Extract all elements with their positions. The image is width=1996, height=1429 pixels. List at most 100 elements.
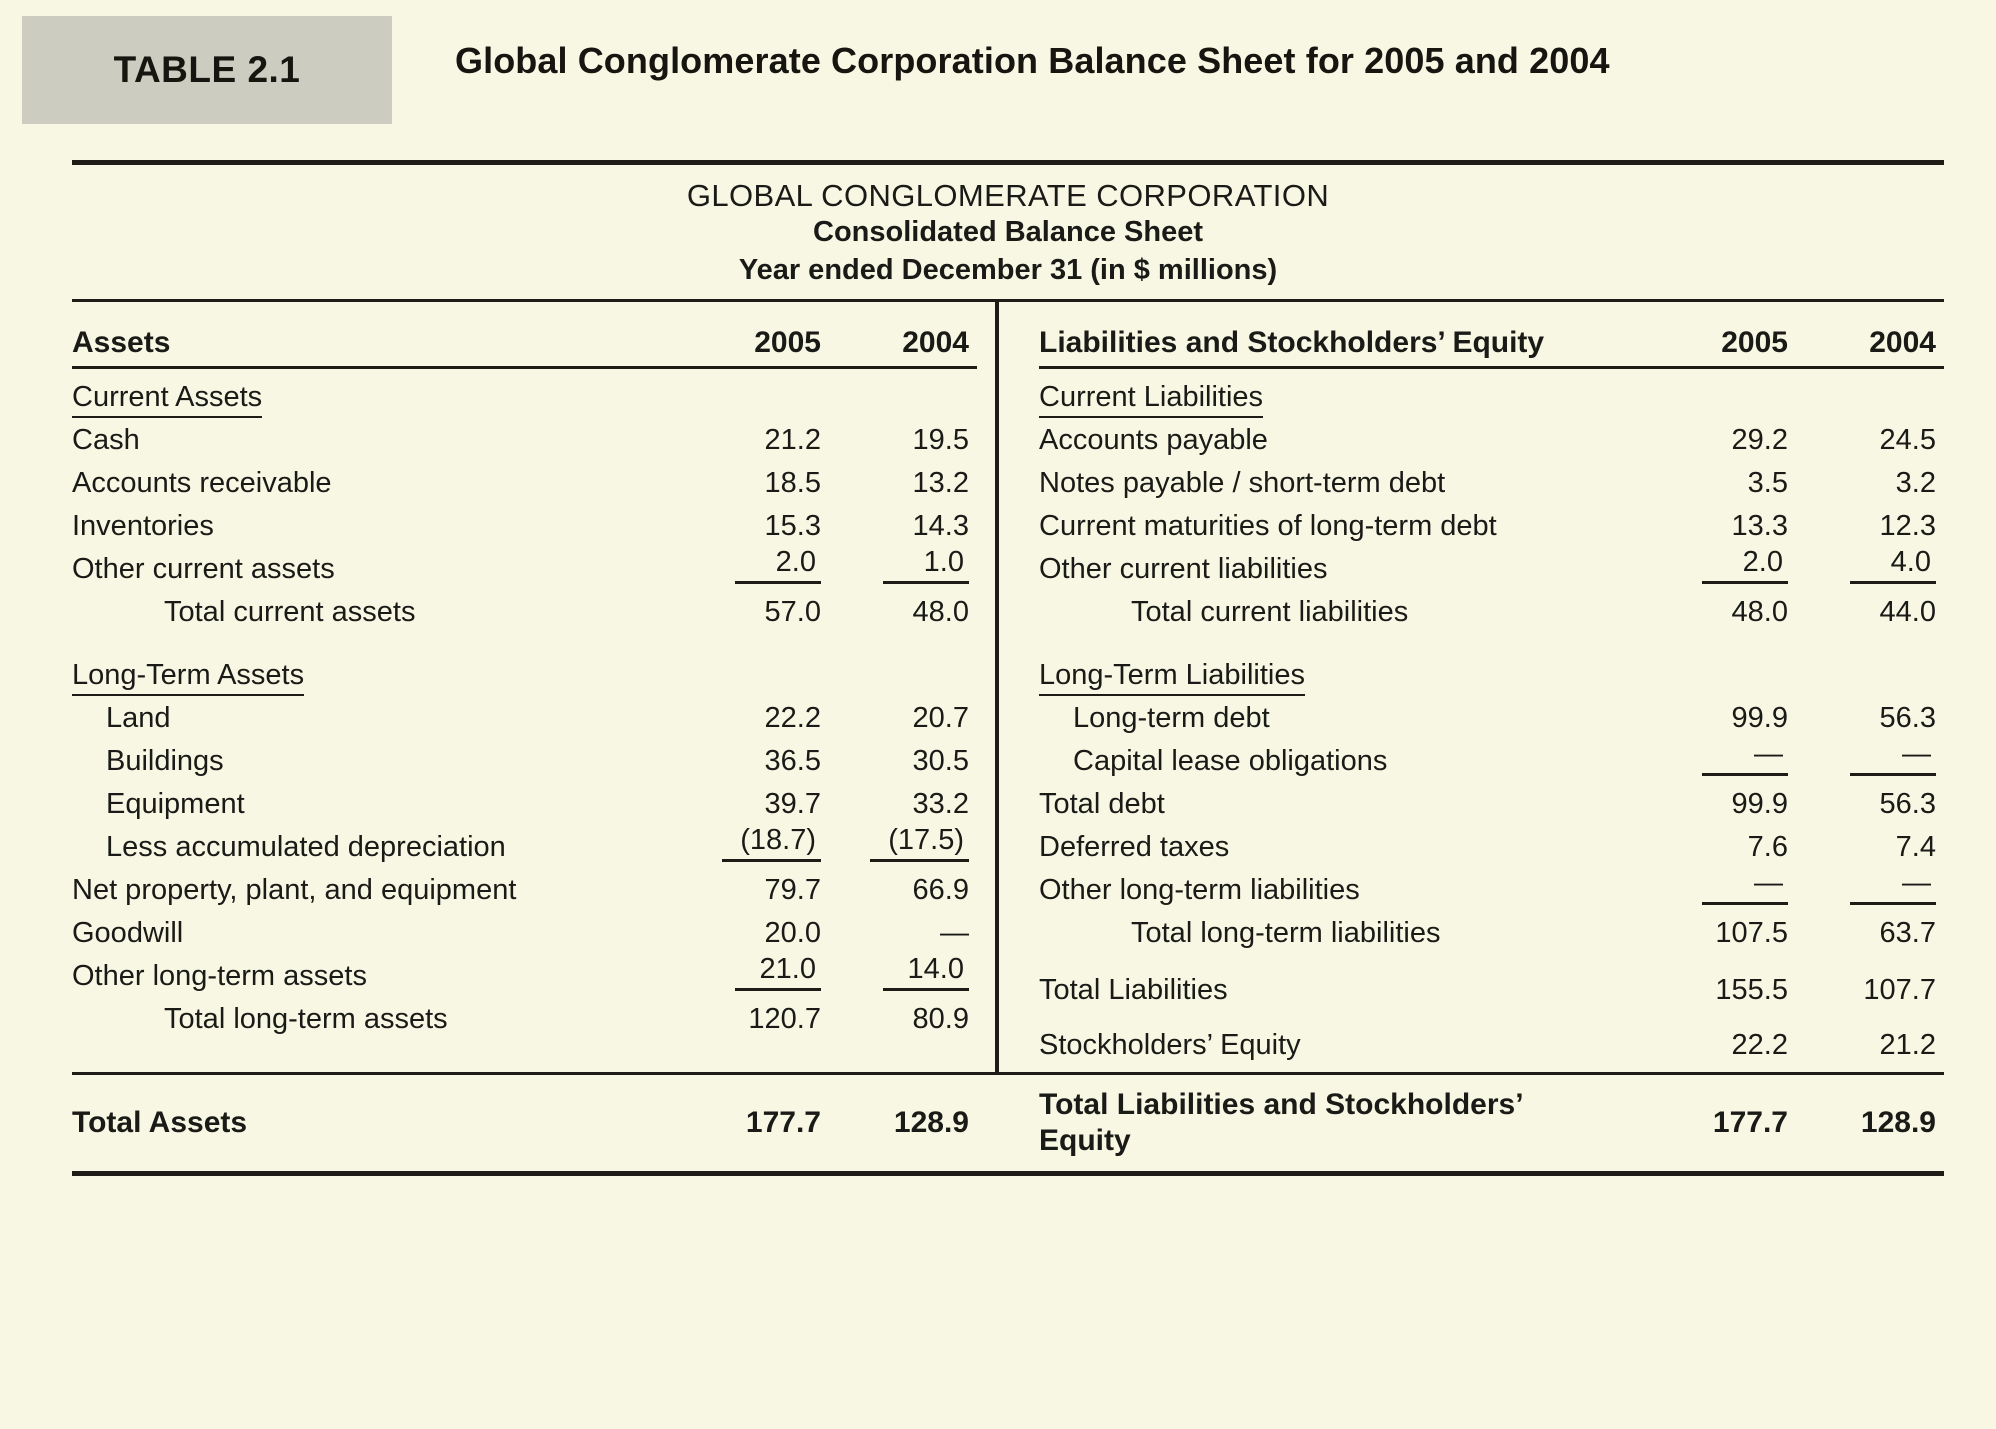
table-row: Other current assets 2.0 1.0 xyxy=(72,541,977,586)
statement-name: Consolidated Balance Sheet xyxy=(813,215,1203,248)
top-rule xyxy=(72,160,1944,165)
table-row: Total Assets 177.7 128.9 xyxy=(72,1075,977,1171)
table-row: Net property, plant, and equipment 79.7 … xyxy=(72,862,977,905)
column-divider xyxy=(995,302,999,1073)
sheet-title-block: GLOBAL CONGLOMERATE CORPORATION Consolid… xyxy=(72,165,1944,299)
liabilities-header-row: Liabilities and Stockholders’ Equity 200… xyxy=(1039,302,1944,366)
row-value-2005: 120.7 xyxy=(748,1003,821,1036)
row-label: Total current liabilities xyxy=(1131,596,1409,629)
row-value-2004: 56.3 xyxy=(1879,788,1936,821)
row-value-2004: — xyxy=(940,917,969,950)
total-assets-2004: 128.9 xyxy=(893,1106,969,1140)
row-label: Inventories xyxy=(72,510,214,543)
subtotal-row: Total long-term liabilities 107.5 63.7 xyxy=(1039,905,1944,948)
row-label: Other current assets xyxy=(72,553,335,586)
row-label: Notes payable / short-term debt xyxy=(1039,467,1446,500)
row-value-2005: 21.2 xyxy=(764,424,821,457)
liabilities-body-table: Current Liabilities Accounts payable 29.… xyxy=(1039,369,1944,1072)
liabilities-current-section-row: Current Liabilities xyxy=(1039,369,1944,419)
liabilities-year-2004: 2004 xyxy=(1869,326,1936,360)
row-value-2004: 44.0 xyxy=(1879,596,1936,629)
row-value-2004: — xyxy=(1850,740,1936,777)
total-assets-2005: 177.7 xyxy=(745,1106,821,1140)
table-row: Equipment 39.7 33.2 xyxy=(72,776,977,819)
row-value-2005: 155.5 xyxy=(1715,974,1788,1007)
bottom-rule xyxy=(72,1171,1944,1177)
row-label: Total debt xyxy=(1039,788,1165,821)
row-value-2004: 56.3 xyxy=(1879,702,1936,735)
row-value-2004: (17.5) xyxy=(870,826,969,863)
row-value-2005: — xyxy=(1702,869,1788,906)
table-row: Accounts receivable 18.5 13.2 xyxy=(72,455,977,498)
row-value-2005: 79.7 xyxy=(764,874,821,907)
row-value-2004: 21.2 xyxy=(1879,1029,1936,1062)
assets-current-section-row: Current Assets xyxy=(72,369,977,419)
row-value-2005: 13.3 xyxy=(1731,510,1788,543)
assets-body-table: Current Assets Cash 21.2 19.5 Accounts r… xyxy=(72,369,977,1046)
stockholders-equity-row: Stockholders’ Equity 22.2 21.2 xyxy=(1039,1005,1944,1060)
assets-header-underrule xyxy=(72,366,977,370)
table-row: Current maturities of long-term debt 13.… xyxy=(1039,498,1944,541)
row-value-2004: 33.2 xyxy=(912,788,969,821)
assets-year-2004: 2004 xyxy=(902,326,969,360)
row-label: Total long-term liabilities xyxy=(1131,917,1441,950)
row-label: Equipment xyxy=(106,788,245,821)
subtotal-row: Total current assets 57.0 48.0 xyxy=(72,584,977,627)
row-label: Goodwill xyxy=(72,917,184,950)
current-assets-heading: Current Assets xyxy=(72,381,263,419)
row-label: Deferred taxes xyxy=(1039,831,1230,864)
row-value-2005: 99.9 xyxy=(1731,702,1788,735)
row-value-2005: 2.0 xyxy=(1702,548,1788,585)
total-assets-label: Total Assets xyxy=(72,1106,248,1140)
row-label: Accounts payable xyxy=(1039,424,1268,457)
row-value-2004: 80.9 xyxy=(912,1003,969,1036)
total-liab-equity-2005: 177.7 xyxy=(1712,1106,1788,1140)
row-label: Land xyxy=(106,702,171,735)
row-value-2004: 107.7 xyxy=(1863,974,1936,1007)
table-row: Buildings 36.5 30.5 xyxy=(72,733,977,776)
row-label: Stockholders’ Equity xyxy=(1039,1029,1301,1062)
row-label: Cash xyxy=(72,424,140,457)
row-label: Current maturities of long-term debt xyxy=(1039,510,1497,543)
header-rule xyxy=(72,299,1944,303)
row-value-2005: 36.5 xyxy=(764,745,821,778)
row-label: Total Liabilities xyxy=(1039,974,1228,1007)
row-value-2005: 7.6 xyxy=(1747,831,1788,864)
section-spacer xyxy=(1039,627,1944,647)
long-term-liabilities-heading: Long-Term Liabilities xyxy=(1039,659,1305,697)
total-liab-equity-label: Total Liabilities and Stockholders’ Equi… xyxy=(1039,1087,1522,1158)
row-label: Accounts receivable xyxy=(72,467,332,500)
row-value-2004: 63.7 xyxy=(1879,917,1936,950)
table-row: Land 22.2 20.7 xyxy=(72,690,977,733)
table-caption-title: Global Conglomerate Corporation Balance … xyxy=(455,40,1610,81)
assets-year-2005: 2005 xyxy=(754,326,821,360)
totals-top-rule xyxy=(72,1072,1944,1076)
period-units: Year ended December 31 (in $ millions) xyxy=(738,253,1278,286)
table-row: Goodwill 20.0 — xyxy=(72,905,977,948)
table-row: Other long-term liabilities — — xyxy=(1039,862,1944,906)
section-spacer xyxy=(72,627,977,647)
assets-header-label: Assets xyxy=(72,326,171,360)
bottom-spacer xyxy=(72,1034,977,1046)
table-row: Inventories 15.3 14.3 xyxy=(72,498,977,541)
liabilities-column: Liabilities and Stockholders’ Equity 200… xyxy=(999,302,1944,1072)
liabilities-header-table: Liabilities and Stockholders’ Equity 200… xyxy=(1039,302,1944,366)
row-label: Buildings xyxy=(106,745,224,778)
subtotal-row: Total current liabilities 48.0 44.0 xyxy=(1039,584,1944,627)
row-value-2004: 30.5 xyxy=(912,745,969,778)
total-liabilities-row: Total Liabilities 155.5 107.7 xyxy=(1039,948,1944,1005)
company-name: GLOBAL CONGLOMERATE CORPORATION xyxy=(686,178,1330,213)
table-row: Deferred taxes 7.6 7.4 xyxy=(1039,819,1944,862)
balance-sheet-grid: Assets 2005 2004 Current Assets Cash 21.… xyxy=(72,302,1944,1073)
table-row: Other current liabilities 2.0 4.0 xyxy=(1039,541,1944,585)
row-value-2005: 29.2 xyxy=(1731,424,1788,457)
row-value-2005: 3.5 xyxy=(1747,467,1788,500)
row-label: Other long-term assets xyxy=(72,960,367,993)
row-value-2005: 18.5 xyxy=(764,467,821,500)
long-term-assets-heading: Long-Term Assets xyxy=(72,659,305,697)
assets-column: Assets 2005 2004 Current Assets Cash 21.… xyxy=(72,302,995,1072)
row-value-2005: 22.2 xyxy=(1731,1029,1788,1062)
row-value-2004: 19.5 xyxy=(912,424,969,457)
row-value-2004: 14.3 xyxy=(912,510,969,543)
